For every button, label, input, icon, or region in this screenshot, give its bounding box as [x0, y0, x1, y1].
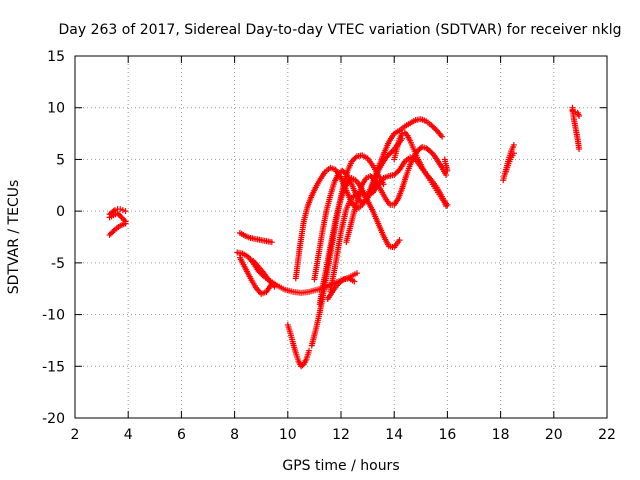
y-tick-label: 0: [56, 204, 65, 220]
data-point: [115, 211, 122, 218]
series-t1: [106, 206, 129, 218]
data-point: [117, 206, 124, 213]
data-point: [114, 210, 121, 217]
series-t8: [284, 321, 313, 370]
x-tick-label: 4: [124, 427, 133, 443]
data-point: [111, 207, 118, 214]
data-point: [432, 126, 439, 133]
series-t13: [311, 135, 406, 283]
data-point: [510, 150, 517, 157]
data-point: [428, 149, 435, 156]
data-point: [306, 347, 313, 354]
plot-frame: [74, 55, 608, 419]
y-tick-label: 5: [56, 152, 65, 168]
axis-ticks: 2 4 6 8 10 12 14 16 18 20 22 -20 -15 -10 -5 0 5 10 15: [42, 49, 616, 443]
series-t4: [236, 229, 275, 246]
data-point: [119, 207, 126, 214]
x-tick-label: 8: [230, 427, 239, 443]
y-tick-label: -5: [51, 256, 65, 272]
data-point: [510, 141, 517, 148]
y-axis-label: SDTVAR / TECUs: [6, 180, 22, 295]
data-point: [569, 107, 576, 114]
data-points: [106, 104, 583, 370]
data-point: [387, 150, 394, 157]
data-point: [444, 167, 451, 174]
y-tick-label: 15: [47, 49, 65, 65]
series-t21: [569, 107, 583, 119]
grid-lines: [75, 56, 607, 418]
x-tick-label: 18: [492, 427, 510, 443]
data-point: [353, 270, 360, 277]
data-point: [119, 215, 126, 222]
data-point: [389, 147, 396, 154]
series-t15: [391, 129, 451, 208]
y-tick-label: -10: [42, 308, 65, 324]
x-tick-label: 22: [598, 427, 616, 443]
data-point: [118, 214, 125, 221]
data-point: [384, 152, 391, 159]
chart-title: Day 263 of 2017, Sidereal Day-to-day VTE…: [59, 22, 622, 38]
x-axis-label: GPS time / hours: [282, 458, 399, 474]
series-t3: [106, 220, 129, 238]
data-point: [443, 171, 450, 178]
x-tick-label: 2: [71, 427, 80, 443]
data-point: [351, 278, 358, 285]
data-point: [576, 112, 583, 119]
series-t7: [250, 257, 278, 290]
data-point: [427, 148, 434, 155]
x-tick-label: 14: [385, 427, 403, 443]
x-tick-label: 12: [332, 427, 350, 443]
x-tick-label: 16: [438, 427, 456, 443]
data-point: [385, 151, 392, 158]
data-point: [388, 148, 395, 155]
data-point: [576, 146, 583, 153]
y-tick-label: -20: [42, 411, 65, 427]
data-point: [383, 154, 390, 161]
series-t17: [441, 156, 451, 174]
data-point: [122, 208, 129, 215]
series-t19: [502, 150, 517, 175]
data-point: [380, 181, 387, 188]
data-point: [271, 283, 278, 290]
y-tick-label: 10: [47, 101, 65, 117]
data-point: [396, 237, 403, 244]
data-point: [110, 228, 117, 235]
data-point: [122, 220, 129, 227]
series-t14: [343, 144, 450, 246]
data-point: [268, 239, 275, 246]
x-tick-label: 6: [177, 427, 186, 443]
y-tick-label: -15: [42, 359, 65, 375]
series-t16: [324, 275, 358, 303]
data-point: [117, 212, 124, 219]
data-point: [444, 201, 451, 208]
data-point: [439, 133, 446, 140]
data-point: [352, 154, 359, 161]
x-tick-label: 20: [545, 427, 563, 443]
data-point: [572, 108, 579, 115]
x-tick-label: 10: [279, 427, 297, 443]
